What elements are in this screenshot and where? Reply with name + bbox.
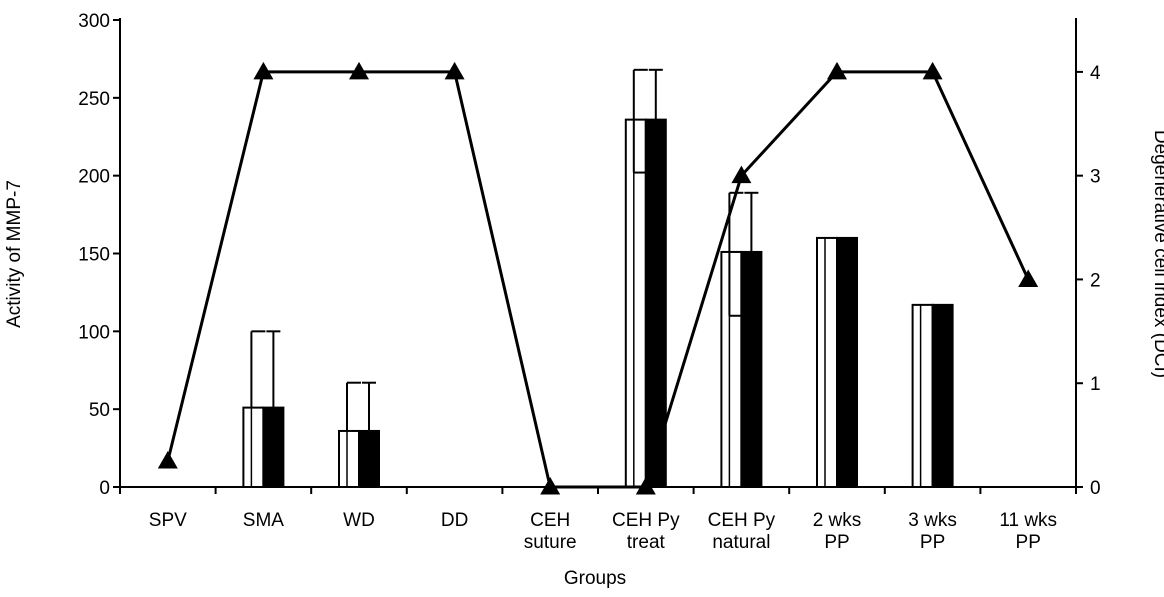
- x-tick-label: 3 wks: [908, 510, 957, 531]
- bar-open: [911, 303, 934, 488]
- bar-open: [624, 118, 647, 488]
- dci-point: [157, 451, 178, 469]
- y-tick-label: 0: [99, 478, 110, 499]
- dci-point: [635, 477, 656, 495]
- dci-point: [349, 61, 369, 80]
- x-tick-label: CEH Py: [708, 510, 776, 531]
- dci-line-path: [166, 70, 1030, 489]
- y2-tick-label: 1: [1090, 374, 1101, 395]
- dci-point: [540, 477, 561, 495]
- bar-open: [816, 236, 838, 488]
- bar-open: [720, 250, 743, 488]
- x-tick-label: treat: [627, 532, 666, 553]
- x-tick-label: PP: [824, 532, 849, 553]
- x-tick-label: natural: [712, 532, 770, 553]
- x-tick-label: SMA: [243, 510, 285, 531]
- y-tick-label: 150: [78, 245, 110, 266]
- x-tick-label: 2 wks: [813, 510, 862, 531]
- bar-filled: [836, 236, 858, 488]
- y-tick-label: 100: [78, 322, 110, 343]
- y2-tick-label: 2: [1090, 270, 1101, 291]
- bar-filled: [931, 303, 954, 488]
- dci-line: [157, 61, 1039, 495]
- y-tick-label: 300: [78, 11, 110, 32]
- x-tick-label: suture: [524, 532, 577, 553]
- bar-filled: [262, 406, 285, 488]
- y2-axis-title: Degenerative cell index (DCI): [1150, 130, 1164, 378]
- x-tick-label: SPV: [149, 510, 187, 531]
- bar-filled: [740, 250, 763, 488]
- dci-point: [1018, 269, 1039, 287]
- dci-point: [444, 61, 465, 80]
- bar-filled: [358, 429, 380, 488]
- x-tick-label: CEH: [530, 510, 570, 531]
- labels: 0 50 100 150 200 250 300 0 1 2 3 4 SPV SMA WD DD CEHsutu…: [78, 11, 1101, 553]
- x-tick-label: DD: [441, 510, 468, 531]
- x-tick-label: 11 wks: [999, 510, 1057, 531]
- y-axis-title: Activity of MMP-7: [4, 180, 25, 328]
- x-tick-label: CEH Py: [612, 510, 680, 531]
- y-tick-label: 50: [89, 400, 110, 421]
- bar-open: [242, 406, 265, 488]
- y-tick-label: 200: [78, 167, 110, 188]
- bar-open: [338, 429, 360, 488]
- dci-point: [827, 61, 847, 80]
- dci-point: [922, 61, 943, 80]
- y-tick-label: 250: [78, 89, 110, 110]
- x-axis-title: Groups: [564, 568, 626, 589]
- x-tick-label: PP: [1016, 532, 1041, 553]
- dci-point: [253, 61, 274, 80]
- y2-tick-label: 3: [1090, 167, 1101, 188]
- bars: [242, 118, 954, 488]
- y2-tick-label: 4: [1090, 63, 1101, 84]
- error-bars: [250, 68, 759, 431]
- x-tick-label: WD: [343, 510, 375, 531]
- x-tick-label: PP: [920, 532, 945, 553]
- y2-tick-label: 0: [1090, 478, 1101, 499]
- dci-point: [731, 165, 752, 184]
